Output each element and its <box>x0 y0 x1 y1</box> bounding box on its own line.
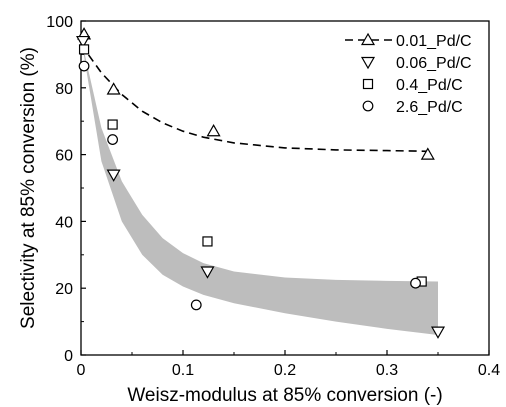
x-tick-label: 0.2 <box>274 362 296 379</box>
data-point-triangle-up <box>206 124 221 137</box>
series-0-01-pd-c <box>77 27 435 160</box>
data-point-circle <box>78 60 90 72</box>
legend-entry-0-4-pd-c: 0.4_Pd/C <box>362 77 463 94</box>
data-point-square <box>78 44 90 55</box>
legend-label: 0.06_Pd/C <box>396 55 472 72</box>
data-point-triangle-down <box>430 326 446 339</box>
dashed-fit-curve <box>80 43 428 153</box>
legend-label: 0.01_Pd/C <box>396 33 472 50</box>
series-0-06-pd-c <box>76 35 446 339</box>
legend-entry-0-06-pd-c: 0.06_Pd/C <box>360 55 472 72</box>
shaded-band <box>81 37 438 335</box>
y-tick-label: 20 <box>55 281 73 298</box>
y-tick-label: 40 <box>55 214 73 231</box>
data-point-square <box>202 236 213 247</box>
data-point-triangle-up <box>106 82 121 95</box>
data-point-triangle-down <box>76 35 91 49</box>
legend: 0.01_Pd/C 0.06_Pd/C 0.4_Pd/C 2.6_Pd/C <box>345 32 472 116</box>
series-0-4-pd-c <box>78 44 427 287</box>
x-tick-label: 0 <box>77 362 86 379</box>
legend-label: 2.6_Pd/C <box>396 99 463 116</box>
y-tick-label: 100 <box>46 14 73 31</box>
data-point-square <box>107 119 118 130</box>
series-2-6-pd-c <box>78 60 421 311</box>
data-markers <box>76 27 446 339</box>
legend-entry-2-6-pd-c: 2.6_Pd/C <box>362 99 463 116</box>
data-point-circle <box>190 299 202 311</box>
y-tick-label: 80 <box>55 81 73 98</box>
data-point-triangle-up <box>420 147 435 160</box>
data-point-circle <box>410 277 421 289</box>
fit-curve-layer <box>80 43 428 153</box>
legend-marker-triangle-up <box>360 32 376 46</box>
x-tick-label: 0.4 <box>478 362 500 379</box>
data-point-triangle-down <box>106 169 121 182</box>
data-point-circle <box>107 134 119 145</box>
legend-entry-0-01-pd-c: 0.01_Pd/C <box>345 32 472 50</box>
x-tick-label: 0.1 <box>172 362 194 379</box>
y-tick-label: 60 <box>55 148 73 165</box>
data-point-triangle-down <box>200 266 215 279</box>
x-tick-label: 0.3 <box>376 362 398 379</box>
axis-ticks: 0 0.1 0.2 0.3 0.4 0 20 40 60 80 100 <box>46 14 500 379</box>
y-tick-label: 0 <box>64 348 73 365</box>
legend-marker-circle <box>362 100 374 112</box>
legend-marker-triangle-down <box>360 56 376 70</box>
legend-label: 0.4_Pd/C <box>396 77 463 94</box>
x-axis-label: Weisz-modulus at 85% conversion (-) <box>127 385 442 406</box>
y-axis-label: Selectivity at 85% conversion (%) <box>18 47 39 329</box>
confidence-band-layer <box>81 37 438 335</box>
legend-marker-square <box>362 78 374 90</box>
